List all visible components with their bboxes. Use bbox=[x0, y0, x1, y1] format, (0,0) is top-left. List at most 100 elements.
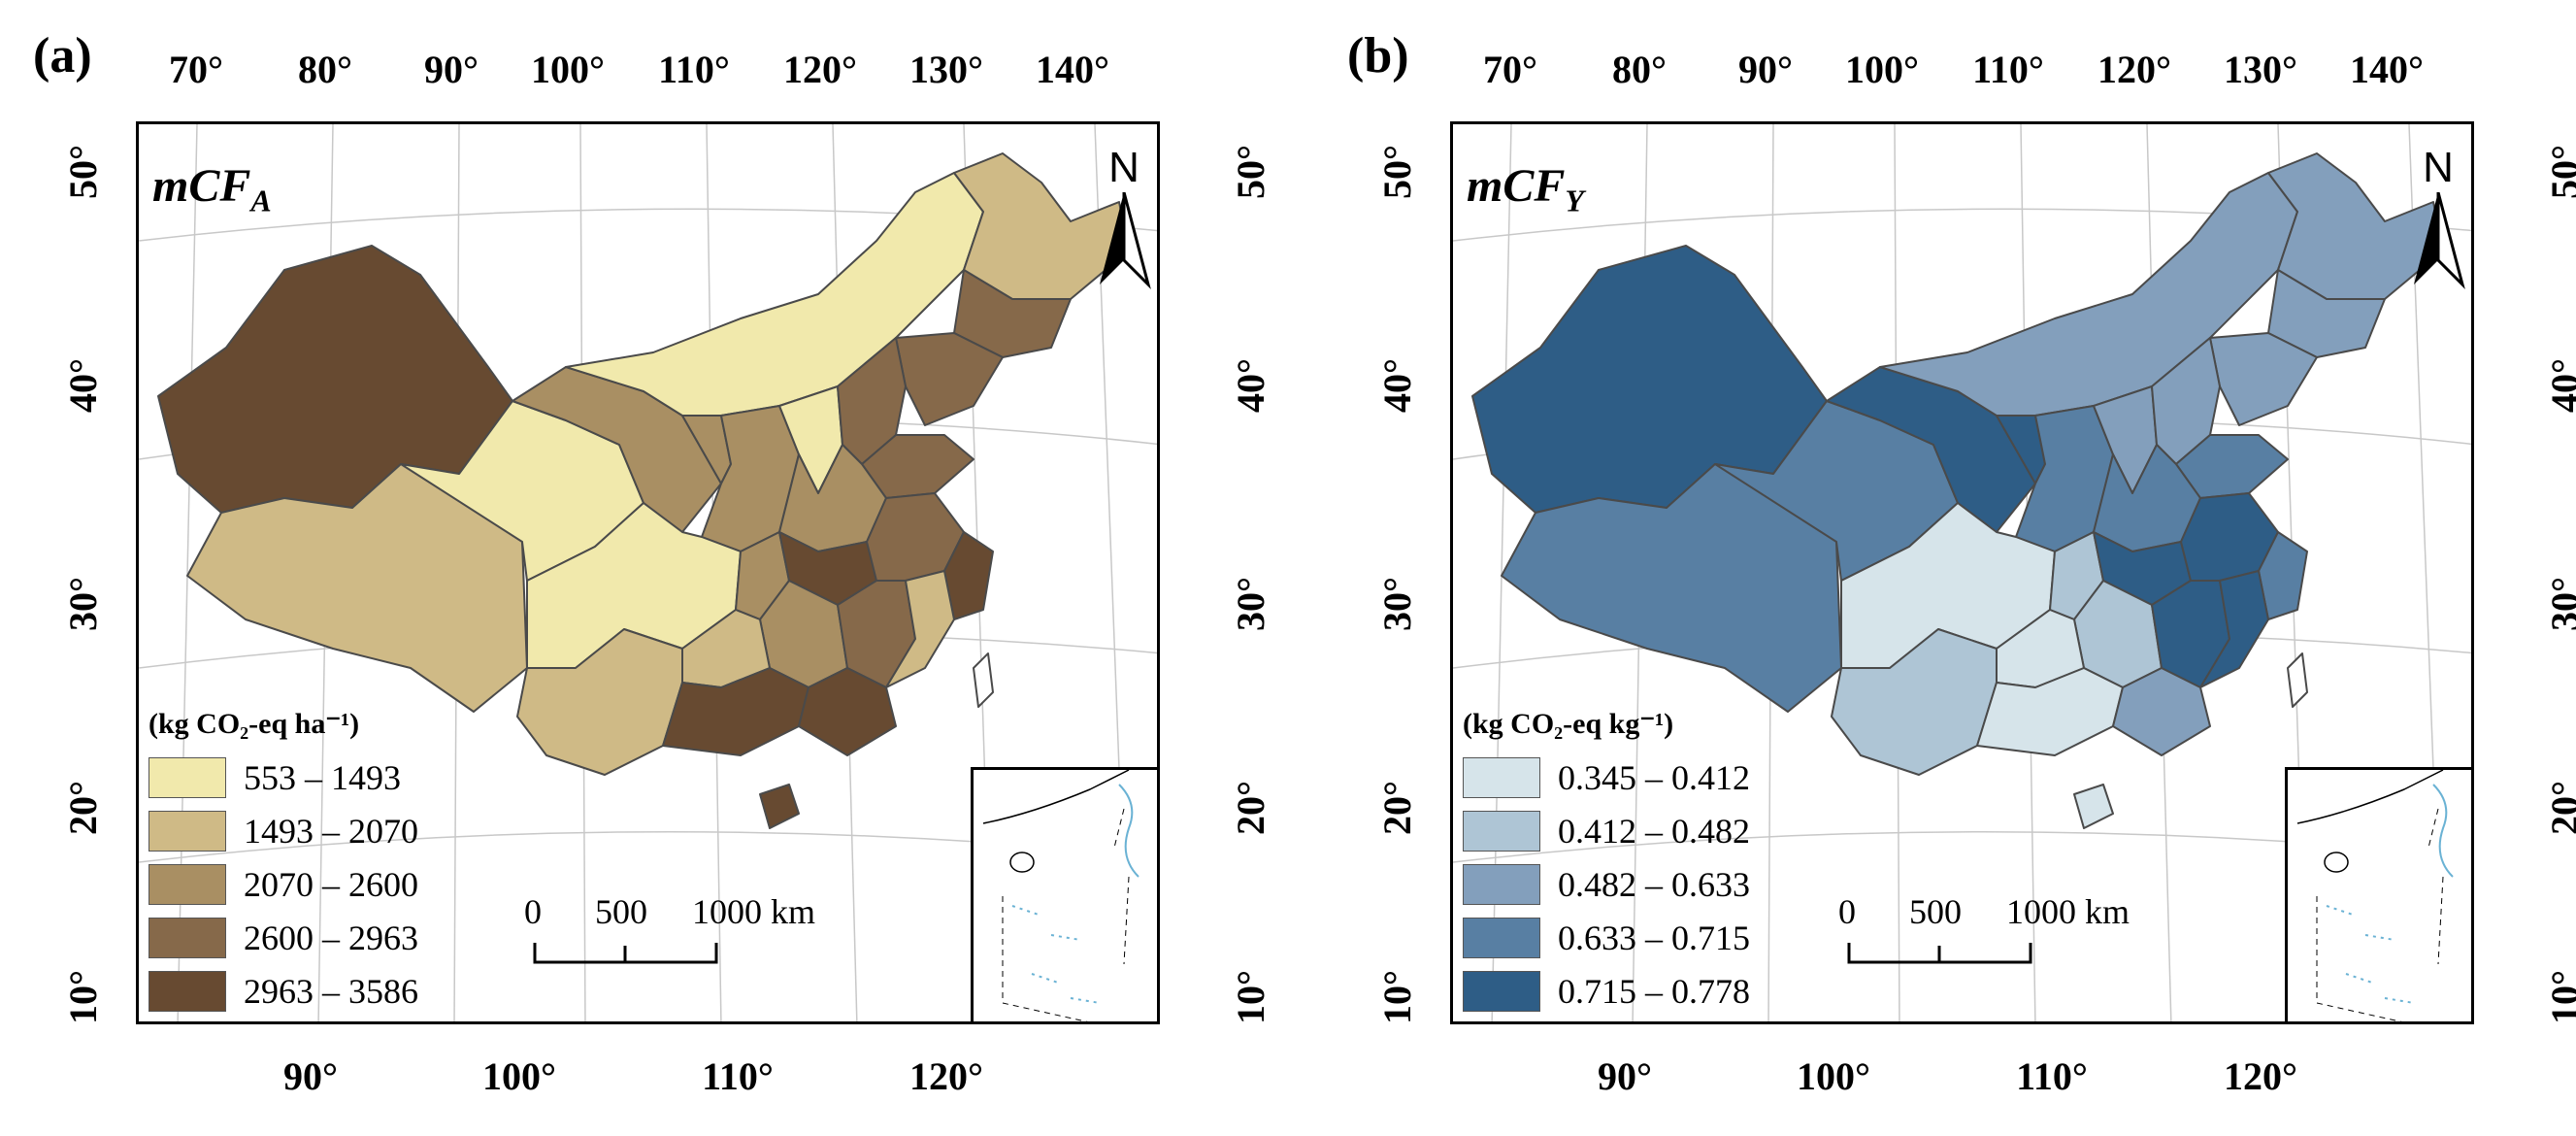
region-guangdong bbox=[2112, 667, 2211, 756]
legend-swatch bbox=[149, 810, 226, 852]
legend-item: 0.482 – 0.633 bbox=[1463, 857, 1750, 911]
latitude-tick-right: 40° bbox=[1229, 358, 1272, 413]
legend-label: 2963 – 3586 bbox=[244, 971, 418, 1011]
latitude-tick-left: 30° bbox=[1375, 577, 1419, 631]
north-label: N bbox=[1108, 144, 1139, 191]
latitude-tick-right: 20° bbox=[2543, 781, 2576, 835]
legend-label: 0.482 – 0.633 bbox=[1558, 864, 1750, 904]
region-taiwan bbox=[2287, 652, 2308, 708]
panel-b: (b) 70° 80° 90° 100° 110° 120° 130° 140°… bbox=[1314, 0, 2576, 1136]
latitude-tick-left: 30° bbox=[61, 577, 105, 631]
north-label: N bbox=[2423, 144, 2454, 191]
legend-item: 2600 – 2963 bbox=[149, 911, 418, 964]
china-map bbox=[1453, 124, 2471, 1021]
north-arrow: N bbox=[1095, 144, 1153, 294]
longitude-tick-bottom: 110° bbox=[2016, 1054, 2088, 1098]
region-hainan bbox=[759, 784, 800, 829]
legend-swatch bbox=[1463, 810, 1540, 852]
legend-item: 0.633 – 0.715 bbox=[1463, 911, 1750, 964]
legend-label: 1493 – 2070 bbox=[244, 811, 418, 851]
map-frame: mCFA N (kg CO₂-eq ha⁻¹) 553 – 1493 1493 … bbox=[136, 121, 1160, 1024]
latitude-tick-right: 10° bbox=[1229, 970, 1272, 1024]
legend-item: 0.412 – 0.482 bbox=[1463, 804, 1750, 857]
latitude-tick-right: 40° bbox=[2543, 358, 2576, 413]
map-title: mCFA bbox=[152, 160, 272, 218]
longitude-tick-top: 140° bbox=[2350, 48, 2424, 91]
legend-label: 0.412 – 0.482 bbox=[1558, 811, 1750, 851]
legend-swatch bbox=[1463, 756, 1540, 798]
longitude-tick-top: 120° bbox=[783, 48, 857, 91]
legend-label: 553 – 1493 bbox=[244, 757, 401, 797]
latitude-tick-left: 20° bbox=[1375, 781, 1419, 835]
longitude-tick-bottom: 100° bbox=[1797, 1054, 1870, 1098]
latitude-tick-left: 40° bbox=[61, 358, 105, 413]
latitude-tick-left: 50° bbox=[1375, 145, 1419, 199]
legend-title: (kg CO₂-eq ha⁻¹) bbox=[149, 708, 360, 740]
legend-item: 553 – 1493 bbox=[149, 751, 418, 804]
longitude-tick-top: 130° bbox=[909, 48, 983, 91]
longitude-tick-bottom: 120° bbox=[2224, 1054, 2297, 1098]
longitude-tick-top: 100° bbox=[531, 48, 605, 91]
latitude-tick-right: 50° bbox=[1229, 145, 1272, 199]
legend-swatch bbox=[149, 756, 226, 798]
region-taiwan bbox=[973, 652, 994, 708]
scale-bar: 0 500 1000 km bbox=[524, 891, 842, 982]
legend-title: (kg CO₂-eq kg⁻¹) bbox=[1463, 708, 1674, 740]
scale-bar: 0 500 1000 km bbox=[1838, 891, 2157, 982]
legend-swatch bbox=[149, 863, 226, 905]
legend-label: 0.345 – 0.412 bbox=[1558, 757, 1750, 797]
longitude-tick-top: 120° bbox=[2097, 48, 2171, 91]
latitude-tick-left: 40° bbox=[1375, 358, 1419, 413]
longitude-tick-top: 70° bbox=[1483, 48, 1537, 91]
north-arrow: N bbox=[2409, 144, 2467, 294]
latitude-tick-left: 10° bbox=[1375, 970, 1419, 1024]
region-fujian bbox=[2199, 570, 2269, 688]
longitude-tick-top: 130° bbox=[2224, 48, 2297, 91]
inset-map bbox=[2296, 770, 2454, 1021]
latitude-tick-right: 50° bbox=[2543, 145, 2576, 199]
south-china-sea-inset bbox=[2285, 767, 2471, 1021]
map-frame: mCFY N (kg CO₂-eq kg⁻¹) 0.345 – 0.412 0.… bbox=[1450, 121, 2474, 1024]
china-map bbox=[139, 124, 1157, 1021]
legend-swatch bbox=[1463, 917, 1540, 958]
provinces bbox=[1471, 152, 2444, 829]
panel-letter: (b) bbox=[1347, 28, 1409, 84]
latitude-tick-left: 50° bbox=[61, 145, 105, 199]
latitude-tick-left: 10° bbox=[61, 970, 105, 1024]
legend-item: 0.715 – 0.778 bbox=[1463, 964, 1750, 1018]
latitude-tick-right: 30° bbox=[1229, 577, 1272, 631]
scale-label-mid: 500 bbox=[1909, 892, 1962, 931]
scale-label-end: 1000 km bbox=[692, 892, 816, 931]
longitude-tick-top: 110° bbox=[658, 48, 730, 91]
legend-label: 0.633 – 0.715 bbox=[1558, 918, 1750, 957]
north-arrow-icon bbox=[2414, 191, 2465, 289]
latitude-tick-right: 10° bbox=[2543, 970, 2576, 1024]
map-title: mCFY bbox=[1467, 160, 1584, 218]
longitude-tick-bottom: 110° bbox=[702, 1054, 774, 1098]
scale-bar-graphic bbox=[1847, 943, 2032, 964]
legend-item: 0.345 – 0.412 bbox=[1463, 751, 1750, 804]
panel-letter: (a) bbox=[33, 28, 92, 84]
legend-label: 2600 – 2963 bbox=[244, 918, 418, 957]
region-hainan bbox=[2073, 784, 2114, 829]
legend-swatch bbox=[1463, 970, 1540, 1012]
longitude-tick-bottom: 90° bbox=[283, 1054, 338, 1098]
panel-a: (a) 70° 80° 90° 100° 110° 120° 130° 140°… bbox=[33, 28, 1272, 1098]
legend-swatch bbox=[149, 917, 226, 958]
longitude-tick-top: 80° bbox=[1612, 48, 1667, 91]
longitude-tick-top: 80° bbox=[298, 48, 352, 91]
scale-label-zero: 0 bbox=[1838, 892, 1856, 931]
longitude-tick-bottom: 100° bbox=[482, 1054, 556, 1098]
longitude-tick-top: 110° bbox=[1972, 48, 2044, 91]
legend-item: 2070 – 2600 bbox=[149, 857, 418, 911]
inset-map bbox=[982, 770, 1139, 1021]
longitude-tick-top: 90° bbox=[424, 48, 479, 91]
legend: (kg CO₂-eq ha⁻¹) 553 – 1493 1493 – 2070 … bbox=[149, 707, 418, 1018]
latitude-tick-right: 20° bbox=[1229, 781, 1272, 835]
scale-label-zero: 0 bbox=[524, 892, 542, 931]
scale-bar-graphic bbox=[533, 943, 718, 964]
south-china-sea-inset bbox=[971, 767, 1157, 1021]
legend-swatch bbox=[1463, 863, 1540, 905]
longitude-tick-bottom: 120° bbox=[909, 1054, 983, 1098]
legend: (kg CO₂-eq kg⁻¹) 0.345 – 0.412 0.412 – 0… bbox=[1463, 707, 1750, 1018]
